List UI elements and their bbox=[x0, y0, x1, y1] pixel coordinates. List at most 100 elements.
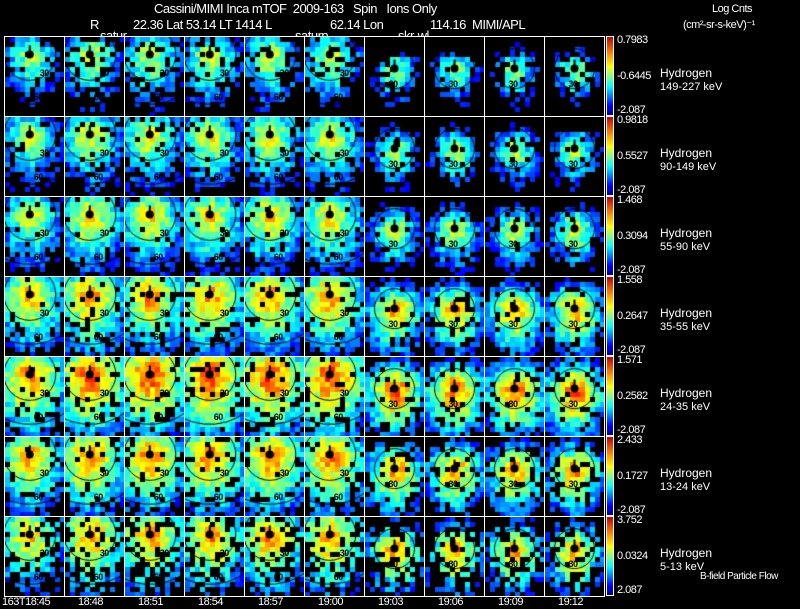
colorbar-max-label: 1.558 bbox=[617, 274, 643, 286]
heatmap-cells bbox=[5, 437, 64, 516]
colorbar-mid-label: -0.6445 bbox=[617, 70, 651, 82]
contour-label-30: 30 bbox=[219, 148, 230, 159]
contour-label-30: 30 bbox=[39, 308, 50, 319]
heatmap-panel: 30 60 bbox=[5, 37, 64, 116]
heatmap-panel: 30 bbox=[365, 517, 424, 596]
contour-label-30: 30 bbox=[568, 238, 579, 249]
heatmap-cells bbox=[125, 357, 184, 436]
heatmap-panel: 30 bbox=[365, 357, 424, 436]
contour-label-60: 60 bbox=[333, 572, 344, 583]
contour-label-60: 60 bbox=[33, 252, 44, 263]
contour-label-60: 60 bbox=[93, 572, 104, 583]
heatmap-panel: 30 bbox=[485, 517, 544, 596]
heatmap-cells bbox=[305, 437, 364, 516]
contour-label-60: 60 bbox=[153, 172, 164, 183]
heatmap-cells bbox=[425, 357, 484, 436]
contour-label-30: 30 bbox=[388, 238, 399, 249]
colorbar bbox=[606, 356, 614, 436]
heatmap-cells bbox=[125, 37, 184, 116]
heatmap-cells bbox=[65, 37, 124, 116]
contour-label-30: 30 bbox=[508, 558, 519, 569]
heatmap-cells bbox=[5, 197, 64, 276]
heatmap-cells bbox=[545, 277, 604, 356]
contour-label-30: 30 bbox=[99, 308, 110, 319]
heatmap-cells bbox=[425, 437, 484, 516]
contour-label-30: 30 bbox=[508, 238, 519, 249]
contour-label-30: 30 bbox=[279, 548, 290, 559]
heatmap-cells bbox=[245, 437, 304, 516]
heatmap-cells bbox=[245, 517, 304, 596]
contour-label-30: 30 bbox=[219, 228, 230, 239]
contour-label-30: 30 bbox=[388, 478, 399, 489]
species-label: Hydrogen bbox=[660, 66, 713, 80]
contour-label-30: 30 bbox=[568, 158, 579, 169]
heatmap-panel: 30 60 bbox=[125, 277, 184, 356]
contour-label-30: 30 bbox=[99, 388, 110, 399]
energy-label: 35-55 keV bbox=[660, 321, 711, 333]
l-value: 62.14 Lon bbox=[330, 17, 384, 32]
heatmap-panel: 30 60 bbox=[185, 357, 244, 436]
heatmap-cells bbox=[65, 437, 124, 516]
heatmap-cells bbox=[65, 517, 124, 596]
heatmap-panel: 30 60 bbox=[5, 437, 64, 516]
contour-label-60: 60 bbox=[273, 332, 284, 343]
heatmap-cells bbox=[485, 117, 544, 196]
species-label: Hydrogen bbox=[660, 226, 713, 240]
contour-label-60: 60 bbox=[273, 252, 284, 263]
heatmap-panel: 30 bbox=[545, 277, 604, 356]
contour-label-30: 30 bbox=[279, 148, 290, 159]
species-label: Hydrogen bbox=[660, 306, 713, 320]
contour-label-60: 60 bbox=[153, 572, 164, 583]
species-label: Hydrogen bbox=[660, 386, 713, 400]
contour-label-30: 30 bbox=[279, 388, 290, 399]
heatmap-cells bbox=[425, 197, 484, 276]
contour-label-60: 60 bbox=[153, 92, 164, 103]
contour-label-30: 30 bbox=[99, 228, 110, 239]
heatmap-cells bbox=[425, 37, 484, 116]
energy-label: 90-149 keV bbox=[660, 161, 717, 173]
panel-grid: 30 60 30 60 30 60 30 60 30 60 30 60 30 30 30 30 30 60 30 60… bbox=[4, 36, 605, 597]
heatmap-panel: 30 bbox=[485, 197, 544, 276]
heatmap-panel: 30 60 bbox=[65, 117, 124, 196]
contour-label-30: 30 bbox=[448, 478, 459, 489]
energy-label: 24-35 keV bbox=[660, 401, 711, 413]
heatmap-panel: 30 60 bbox=[305, 117, 364, 196]
heatmap-panel: 30 60 bbox=[185, 37, 244, 116]
contour-label-30: 30 bbox=[448, 558, 459, 569]
species-label: Hydrogen bbox=[660, 146, 713, 160]
colorbar-min-label: -2.087 bbox=[617, 504, 646, 516]
heatmap-cells bbox=[545, 357, 604, 436]
heatmap-panel: 30 60 bbox=[125, 117, 184, 196]
row-label: Hydrogen 24-35 keV bbox=[660, 386, 712, 414]
heatmap-cells bbox=[65, 117, 124, 196]
heatmap-panel: 30 60 bbox=[245, 197, 304, 276]
heatmap-panel: 30 bbox=[485, 117, 544, 196]
colorbar bbox=[606, 516, 614, 596]
heatmap-panel: 30 60 bbox=[185, 117, 244, 196]
contour-label-60: 60 bbox=[273, 412, 284, 423]
contour-label-60: 60 bbox=[93, 252, 104, 263]
contour-label-30: 30 bbox=[159, 228, 170, 239]
contour-label-60: 60 bbox=[333, 492, 344, 503]
heatmap-cells bbox=[65, 197, 124, 276]
heatmap-panel: 30 60 bbox=[65, 37, 124, 116]
heatmap-cells bbox=[425, 117, 484, 196]
heatmap-panel: 30 60 bbox=[5, 357, 64, 436]
heatmap-cells bbox=[185, 277, 244, 356]
heatmap-cells bbox=[425, 517, 484, 596]
heatmap-panel: 30 60 bbox=[125, 357, 184, 436]
contour-label-30: 30 bbox=[339, 388, 350, 399]
contour-label-30: 30 bbox=[339, 308, 350, 319]
contour-label-30: 30 bbox=[39, 228, 50, 239]
contour-label-60: 60 bbox=[93, 412, 104, 423]
contour-label-30: 30 bbox=[279, 228, 290, 239]
contour-label-30: 30 bbox=[448, 238, 459, 249]
heatmap-panel: 30 60 bbox=[5, 197, 64, 276]
time-tick-label: 18:48 bbox=[78, 596, 104, 608]
energy-label: 149-227 keV bbox=[660, 81, 723, 93]
heatmap-panel: 30 60 bbox=[65, 517, 124, 596]
contour-label-60: 60 bbox=[153, 492, 164, 503]
time-tick-label: 19:09 bbox=[498, 596, 524, 608]
contour-label-30: 30 bbox=[448, 78, 459, 89]
contour-label-30: 30 bbox=[568, 558, 579, 569]
